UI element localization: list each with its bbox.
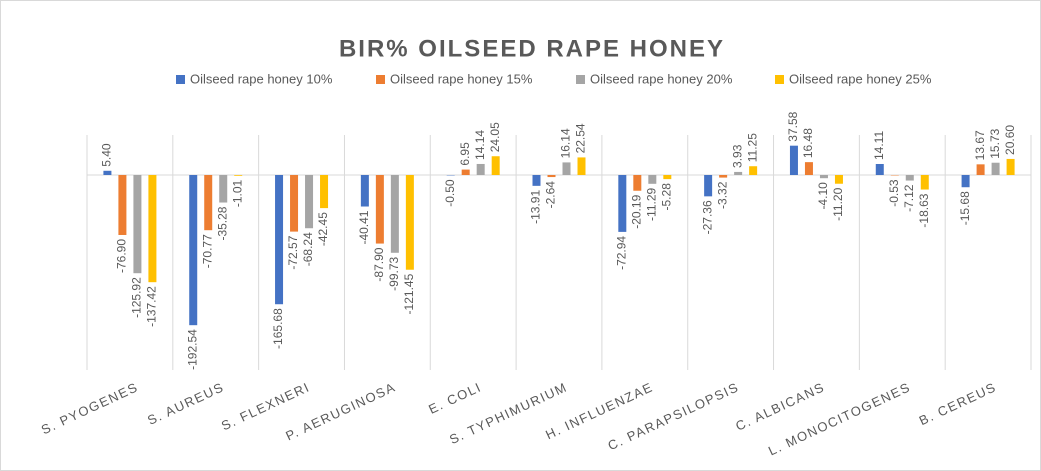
value-label: -76.90 <box>115 239 129 273</box>
value-label: -4.10 <box>816 182 830 210</box>
value-label: 16.48 <box>801 128 815 158</box>
value-label: -15.68 <box>958 191 972 225</box>
value-label: -121.45 <box>402 273 416 314</box>
bar <box>189 175 198 326</box>
value-label: -125.92 <box>130 277 144 318</box>
bar <box>118 175 127 235</box>
legend-label: Oilseed rape honey 15% <box>390 71 533 86</box>
bar <box>234 175 243 176</box>
value-label: 13.67 <box>973 130 987 160</box>
legend-swatch <box>576 75 585 84</box>
value-label: -99.73 <box>387 256 401 290</box>
value-label: -3.32 <box>715 181 729 209</box>
legend-label: Oilseed rape honey 25% <box>789 71 932 86</box>
bar <box>789 145 798 175</box>
bar <box>961 175 970 188</box>
value-label: 15.73 <box>988 128 1002 158</box>
value-label: 5.40 <box>100 143 114 167</box>
value-label: 37.58 <box>786 111 800 141</box>
bar <box>275 175 284 305</box>
value-label: 16.14 <box>559 128 573 158</box>
value-label: -137.42 <box>145 286 159 327</box>
bar <box>920 175 929 190</box>
value-label: 6.95 <box>458 142 472 166</box>
value-label: -70.77 <box>200 234 214 268</box>
value-label: -18.63 <box>917 193 931 227</box>
bar <box>476 163 485 175</box>
bar <box>804 162 813 175</box>
value-label: 3.93 <box>730 144 744 168</box>
value-label: 24.05 <box>488 122 502 152</box>
value-label: 14.11 <box>872 131 886 160</box>
bar <box>491 156 500 175</box>
bar <box>360 175 369 207</box>
value-label: -72.57 <box>286 235 300 269</box>
value-label: -20.19 <box>629 194 643 228</box>
legend-label: Oilseed rape honey 10% <box>190 71 333 86</box>
value-label: -2.64 <box>544 181 558 209</box>
value-label: -0.50 <box>443 179 457 207</box>
legend-swatch <box>176 75 185 84</box>
value-label: -11.20 <box>831 187 845 220</box>
value-label: -72.94 <box>614 236 628 270</box>
bar <box>305 175 314 229</box>
value-label: -7.12 <box>902 184 916 212</box>
value-label: -35.28 <box>215 206 229 240</box>
value-label: 20.60 <box>1003 125 1017 155</box>
value-label: -11.29 <box>644 187 658 220</box>
chart-title: BIR% OILSEED RAPE HONEY <box>339 35 725 62</box>
bar <box>719 175 728 178</box>
bar <box>633 175 642 191</box>
value-label: -165.68 <box>271 308 285 349</box>
value-label: 14.14 <box>473 130 487 160</box>
bar <box>320 175 329 209</box>
bar <box>1006 158 1015 175</box>
bar <box>375 175 384 244</box>
bar <box>562 162 571 175</box>
value-label: -192.54 <box>185 329 199 370</box>
value-label: -1.01 <box>230 179 244 207</box>
bar <box>290 175 299 232</box>
value-label: -5.28 <box>659 183 673 211</box>
bar <box>734 171 743 175</box>
bar <box>219 175 228 203</box>
value-label: -40.41 <box>357 210 371 244</box>
legend-swatch <box>376 75 385 84</box>
legend-label: Oilseed rape honey 20% <box>590 71 733 86</box>
bar <box>390 175 399 253</box>
bar <box>133 175 142 274</box>
bar <box>991 162 1000 175</box>
value-label: -42.45 <box>316 212 330 246</box>
bar <box>648 175 657 184</box>
bar <box>905 175 914 181</box>
bar <box>461 169 470 175</box>
bar <box>577 157 586 175</box>
bar <box>204 175 213 231</box>
bar <box>663 175 672 180</box>
bar <box>834 175 843 184</box>
bar <box>704 175 713 197</box>
bar <box>819 175 828 179</box>
value-label: 11.25 <box>745 133 759 162</box>
bar <box>618 175 627 232</box>
bar <box>976 164 985 175</box>
bar <box>148 175 157 283</box>
value-label: -87.90 <box>372 247 386 281</box>
value-label: -13.91 <box>529 190 543 224</box>
value-label: -0.53 <box>887 179 901 207</box>
bar <box>532 175 541 186</box>
bar <box>103 170 112 175</box>
value-label: -68.24 <box>301 232 315 266</box>
value-label: -27.36 <box>700 200 714 234</box>
legend-swatch <box>775 75 784 84</box>
bar <box>547 175 556 178</box>
bar <box>405 175 414 270</box>
value-label: 22.54 <box>574 123 588 153</box>
bar <box>749 166 758 175</box>
bar <box>875 163 884 175</box>
